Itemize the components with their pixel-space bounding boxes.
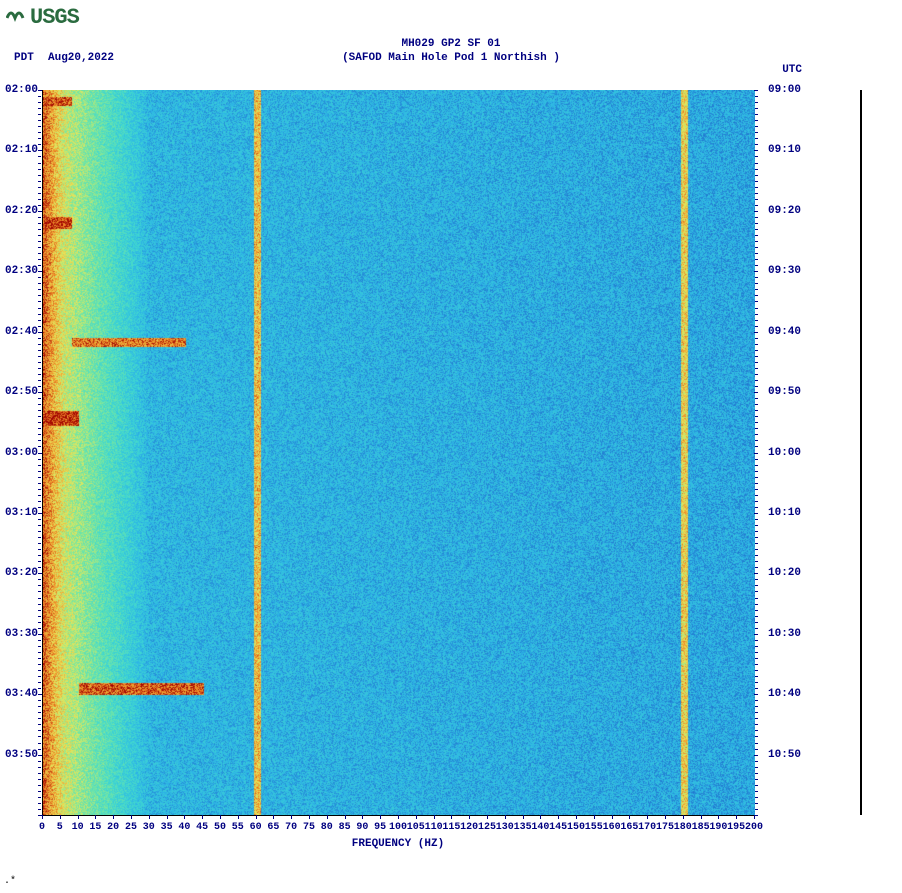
- freq-tick-label: 75: [303, 822, 315, 833]
- chart-subtitle-row: PDT Aug20,2022 (SAFOD Main Hole Pod 1 No…: [0, 52, 902, 64]
- frequency-ticks: [42, 815, 754, 819]
- title-text: MH029 GP2 SF 01: [0, 38, 902, 50]
- left-axis-ticks: [38, 90, 42, 815]
- freq-tick-label: 85: [339, 822, 351, 833]
- freq-tick-label: 155: [585, 822, 603, 833]
- freq-tick-label: 50: [214, 822, 226, 833]
- right-time-tick-label: 10:50: [768, 749, 801, 761]
- wave-icon: [6, 4, 28, 31]
- right-time-tick-label: 10:20: [768, 567, 801, 579]
- freq-tick-label: 60: [250, 822, 262, 833]
- left-time-tick-label: 03:20: [5, 567, 38, 579]
- freq-tick-label: 70: [285, 822, 297, 833]
- freq-tick-label: 10: [72, 822, 84, 833]
- freq-tick-label: 25: [125, 822, 137, 833]
- freq-tick-label: 115: [442, 822, 460, 833]
- right-axis-ticks: [754, 90, 758, 815]
- right-time-tick-label: 10:00: [768, 447, 801, 459]
- left-time-tick-label: 02:30: [5, 265, 38, 277]
- left-time-axis: 02:0002:1002:2002:3002:4002:5003:0003:10…: [0, 90, 40, 815]
- right-tz-label: UTC: [782, 64, 802, 76]
- left-tz-label: PDT: [14, 52, 34, 64]
- freq-tick-label: 95: [374, 822, 386, 833]
- right-time-tick-label: 10:40: [768, 688, 801, 700]
- freq-tick-label: 160: [603, 822, 621, 833]
- left-time-tick-label: 02:10: [5, 144, 38, 156]
- freq-tick-label: 80: [321, 822, 333, 833]
- logo-text: USGS: [30, 5, 79, 30]
- freq-tick-label: 55: [232, 822, 244, 833]
- left-time-tick-label: 03:30: [5, 628, 38, 640]
- left-time-tick-label: 02:00: [5, 84, 38, 96]
- left-time-tick-label: 03:00: [5, 447, 38, 459]
- freq-tick-label: 195: [727, 822, 745, 833]
- right-time-tick-label: 10:30: [768, 628, 801, 640]
- freq-tick-label: 180: [674, 822, 692, 833]
- right-time-tick-label: 09:50: [768, 386, 801, 398]
- freq-tick-label: 20: [107, 822, 119, 833]
- spectrogram-plot: [42, 90, 755, 816]
- freq-tick-label: 35: [161, 822, 173, 833]
- freq-tick-label: 110: [425, 822, 443, 833]
- freq-tick-label: 130: [496, 822, 514, 833]
- right-time-tick-label: 09:20: [768, 205, 801, 217]
- freq-tick-label: 165: [620, 822, 638, 833]
- freq-tick-label: 120: [460, 822, 478, 833]
- date-label: Aug20,2022: [48, 52, 114, 64]
- freq-tick-label: 105: [407, 822, 425, 833]
- right-time-tick-label: 09:40: [768, 326, 801, 338]
- freq-tick-label: 30: [143, 822, 155, 833]
- left-time-tick-label: 03:50: [5, 749, 38, 761]
- freq-tick-label: 185: [692, 822, 710, 833]
- chart-title: MH029 GP2 SF 01: [0, 38, 902, 50]
- freq-tick-label: 140: [531, 822, 549, 833]
- freq-tick-label: 15: [89, 822, 101, 833]
- left-time-tick-label: 03:40: [5, 688, 38, 700]
- freq-tick-label: 40: [178, 822, 190, 833]
- right-time-tick-label: 10:10: [768, 507, 801, 519]
- right-time-tick-label: 09:00: [768, 84, 801, 96]
- left-time-tick-label: 02:50: [5, 386, 38, 398]
- freq-tick-label: 170: [638, 822, 656, 833]
- usgs-logo: USGS: [6, 4, 79, 31]
- freq-tick-label: 0: [39, 822, 45, 833]
- freq-tick-label: 145: [549, 822, 567, 833]
- right-time-axis: 09:0009:1009:2009:3009:4009:5010:0010:10…: [760, 90, 806, 815]
- station-label: (SAFOD Main Hole Pod 1 Northish ): [0, 52, 902, 64]
- scalebar: [860, 90, 862, 815]
- freq-tick-label: 90: [356, 822, 368, 833]
- freq-tick-label: 135: [514, 822, 532, 833]
- freq-tick-label: 65: [267, 822, 279, 833]
- spectrogram-canvas: [43, 90, 755, 815]
- freq-tick-label: 100: [389, 822, 407, 833]
- right-time-tick-label: 09:10: [768, 144, 801, 156]
- left-time-tick-label: 02:20: [5, 205, 38, 217]
- freq-tick-label: 190: [709, 822, 727, 833]
- left-time-tick-label: 03:10: [5, 507, 38, 519]
- footnote-mark: .*: [4, 876, 16, 887]
- freq-tick-label: 125: [478, 822, 496, 833]
- freq-tick-label: 150: [567, 822, 585, 833]
- x-axis-label: FREQUENCY (HZ): [42, 838, 754, 850]
- right-time-tick-label: 09:30: [768, 265, 801, 277]
- freq-tick-label: 5: [57, 822, 63, 833]
- freq-tick-label: 45: [196, 822, 208, 833]
- freq-tick-label: 175: [656, 822, 674, 833]
- left-time-tick-label: 02:40: [5, 326, 38, 338]
- freq-tick-label: 200: [745, 822, 763, 833]
